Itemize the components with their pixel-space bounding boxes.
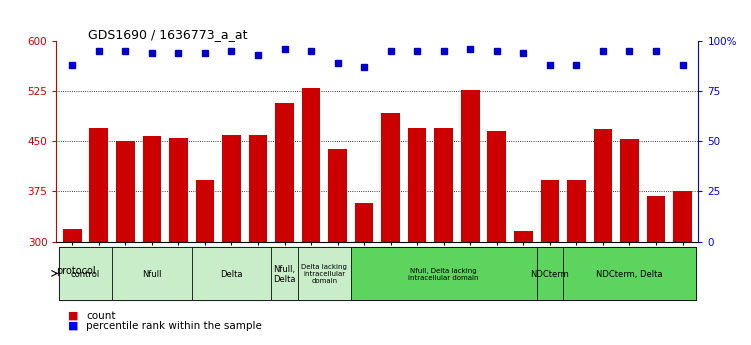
Bar [593,129,612,242]
Text: count: count [86,311,116,321]
Bar [487,131,506,241]
Text: Delta lacking
intracellular
domain: Delta lacking intracellular domain [301,265,347,285]
Bar [169,138,188,241]
Text: ■: ■ [68,311,78,321]
Text: GDS1690 / 1636773_a_at: GDS1690 / 1636773_a_at [89,28,248,41]
Bar [354,203,373,241]
Bar [536,247,563,300]
Text: ■: ■ [68,321,78,331]
Text: Nfull,
Delta: Nfull, Delta [273,265,296,284]
Text: protocol: protocol [56,266,95,276]
Text: Delta: Delta [220,270,243,279]
Bar [143,136,161,242]
Bar [408,128,427,242]
Bar [192,247,271,300]
Bar [563,247,695,300]
Bar [59,247,112,300]
Bar [328,149,347,241]
Bar [112,247,192,300]
Text: NDCterm: NDCterm [530,270,569,279]
Bar [275,103,294,242]
Text: control: control [71,270,100,279]
Text: Nfull: Nfull [142,270,161,279]
Text: NDCterm, Delta: NDCterm, Delta [596,270,662,279]
Bar [63,229,82,241]
Bar [195,180,214,241]
Bar [351,247,536,300]
Bar [116,141,134,242]
Bar [673,191,692,242]
Bar [647,196,665,241]
Bar [541,180,559,241]
Bar [382,114,400,242]
Bar [302,88,321,242]
Bar [271,247,298,300]
Bar [567,180,586,241]
Bar [514,231,532,241]
Bar [222,135,241,242]
Bar [298,247,351,300]
Text: percentile rank within the sample: percentile rank within the sample [86,321,262,331]
Bar [461,90,480,242]
Bar [89,128,108,242]
Bar [434,128,453,242]
Bar [620,139,639,241]
Text: Nfull, Delta lacking
intracellular domain: Nfull, Delta lacking intracellular domai… [409,268,479,281]
Bar [249,135,267,242]
